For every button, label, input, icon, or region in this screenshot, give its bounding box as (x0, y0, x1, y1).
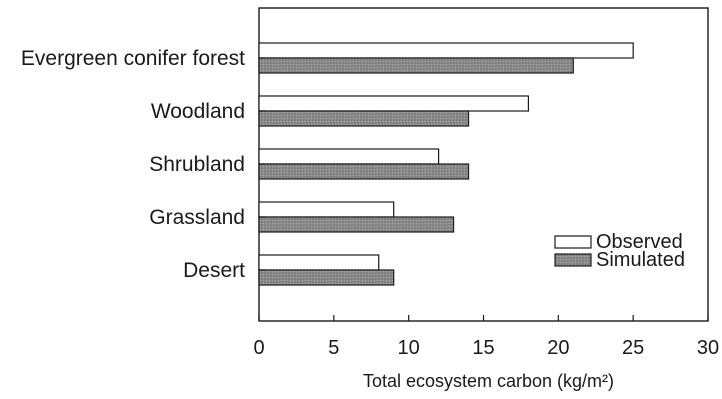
bar-observed-3 (258, 148, 440, 165)
category-label: Evergreen conifer forest (21, 47, 245, 70)
bars-group (258, 42, 634, 286)
bar-simulated-3 (258, 163, 470, 180)
x-tick-label: 15 (472, 337, 494, 359)
bar-simulated-2 (258, 110, 470, 127)
x-tick-label: 0 (253, 337, 264, 359)
category-labels: Evergreen conifer forest Woodland Shrublan… (21, 47, 245, 282)
bar-observed-4 (258, 201, 395, 218)
x-axis-ticks: 0 5 10 15 20 25 30 (253, 315, 719, 359)
bar-simulated-1 (258, 57, 574, 74)
x-tick-label: 25 (622, 337, 644, 359)
category-label: Woodland (151, 100, 245, 123)
legend-label-simulated: Simulated (596, 249, 685, 271)
legend-label-observed: Observed (596, 231, 683, 253)
bar-observed-1 (258, 42, 634, 59)
x-tick-label: 5 (328, 337, 339, 359)
x-axis-title: Total ecosystem carbon (kg/m²) (363, 371, 614, 391)
x-tick-label: 10 (398, 337, 420, 359)
category-label: Grassland (149, 206, 245, 229)
x-tick-label: 20 (547, 337, 569, 359)
legend-swatch-observed (554, 235, 592, 249)
legend-swatch-simulated (554, 253, 592, 267)
x-tick-label: 30 (697, 337, 719, 359)
bar-observed-5 (258, 254, 380, 271)
bar-observed-2 (258, 95, 529, 112)
bar-simulated-4 (258, 216, 455, 233)
category-label: Desert (183, 259, 245, 282)
bar-simulated-5 (258, 269, 395, 286)
category-label: Shrubland (149, 153, 245, 176)
